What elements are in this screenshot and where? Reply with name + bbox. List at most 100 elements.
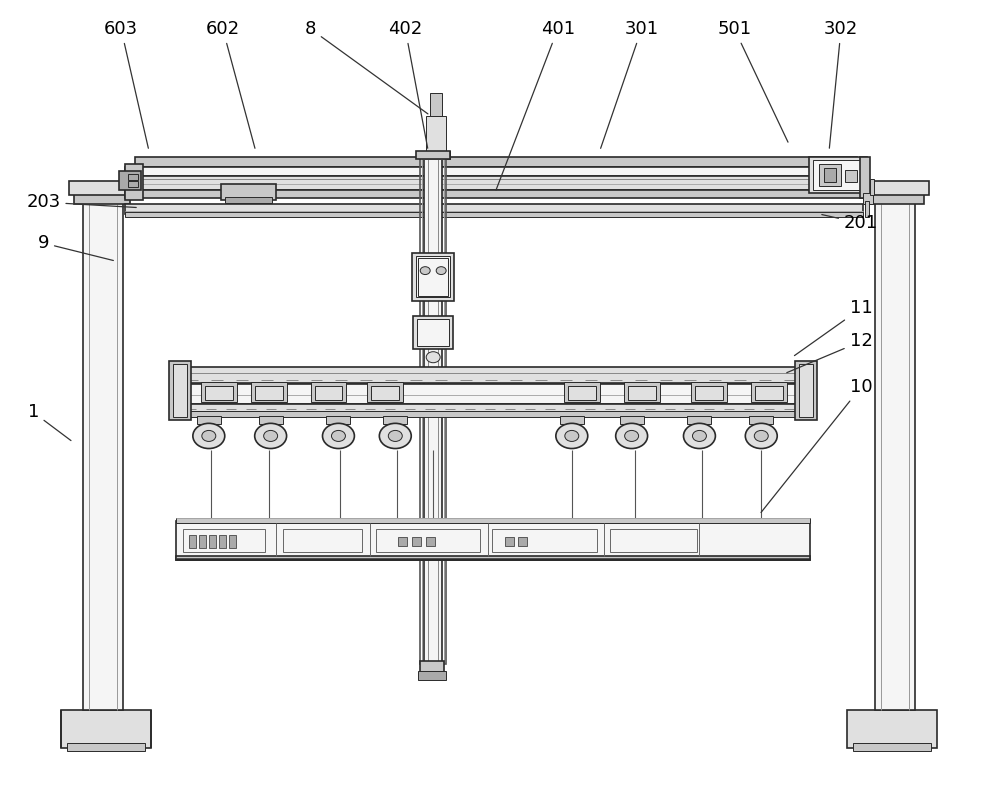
Bar [129,184,141,194]
Bar [179,367,807,383]
Bar [283,529,362,552]
Bar [197,416,221,424]
Bar [367,382,403,402]
Bar [422,159,444,663]
Bar [847,710,937,747]
Bar [412,536,421,546]
Bar [135,157,857,167]
Bar [492,529,597,552]
Bar [221,184,276,200]
Circle shape [388,431,402,442]
Bar [398,536,407,546]
Text: 11: 11 [794,299,872,356]
Bar [179,411,807,417]
Bar [199,535,206,547]
Bar [424,157,442,664]
Bar [315,386,342,400]
Bar [426,116,446,157]
Bar [624,382,660,402]
Text: 201: 201 [822,214,878,232]
Bar [620,416,644,424]
Bar [824,168,836,182]
Bar [225,197,272,203]
Circle shape [556,423,588,449]
Bar [560,416,584,424]
Text: 1: 1 [28,404,71,441]
Bar [420,661,444,672]
Bar [209,535,216,547]
Circle shape [683,423,715,449]
Bar [125,190,863,198]
Bar [695,386,723,400]
Bar [416,257,450,297]
Text: 12: 12 [787,333,872,373]
Bar [251,382,287,402]
Bar [418,258,448,295]
Bar [179,404,807,412]
Bar [860,157,870,198]
Text: 302: 302 [824,20,858,149]
Text: 501: 501 [717,20,788,142]
Circle shape [625,431,639,442]
Bar [125,164,143,200]
Bar [125,176,863,190]
Circle shape [331,431,345,442]
Bar [813,160,863,190]
Bar [819,164,841,186]
Text: 10: 10 [761,378,872,513]
Text: 602: 602 [206,20,255,149]
Bar [417,319,449,346]
Bar [176,555,810,560]
Bar [413,316,453,349]
Bar [505,536,514,546]
Bar [412,254,454,300]
Bar [518,536,527,546]
Bar [125,205,863,214]
Text: 8: 8 [305,20,428,114]
Bar [176,521,810,560]
Bar [426,536,435,546]
Bar [875,202,915,710]
Text: 203: 203 [26,193,136,211]
Circle shape [264,431,278,442]
Circle shape [692,431,706,442]
Text: 9: 9 [38,234,113,261]
Bar [125,213,863,217]
Circle shape [745,423,777,449]
Bar [128,174,138,180]
Bar [863,181,929,195]
Bar [74,194,130,205]
Bar [865,201,869,217]
Circle shape [426,352,440,363]
Bar [83,202,123,710]
Circle shape [379,423,411,449]
Bar [255,386,283,400]
Bar [863,194,873,205]
Text: 603: 603 [104,20,148,149]
Bar [628,386,656,400]
Circle shape [616,423,648,449]
Bar [376,529,480,552]
Bar [128,181,138,187]
Bar [183,529,265,552]
Bar [176,517,810,522]
Bar [418,671,446,680]
Bar [201,382,237,402]
Bar [67,743,145,750]
Bar [219,535,226,547]
Bar [371,386,399,400]
Circle shape [255,423,287,449]
Bar [416,151,450,159]
Text: 401: 401 [496,20,575,190]
Circle shape [436,267,446,275]
Bar [430,92,442,116]
Bar [870,179,874,195]
Bar [420,157,446,664]
Bar [173,364,187,417]
Bar [229,535,236,547]
Text: 402: 402 [388,20,428,149]
Bar [809,157,867,194]
Bar [853,743,931,750]
Bar [61,710,151,747]
Bar [179,384,807,404]
